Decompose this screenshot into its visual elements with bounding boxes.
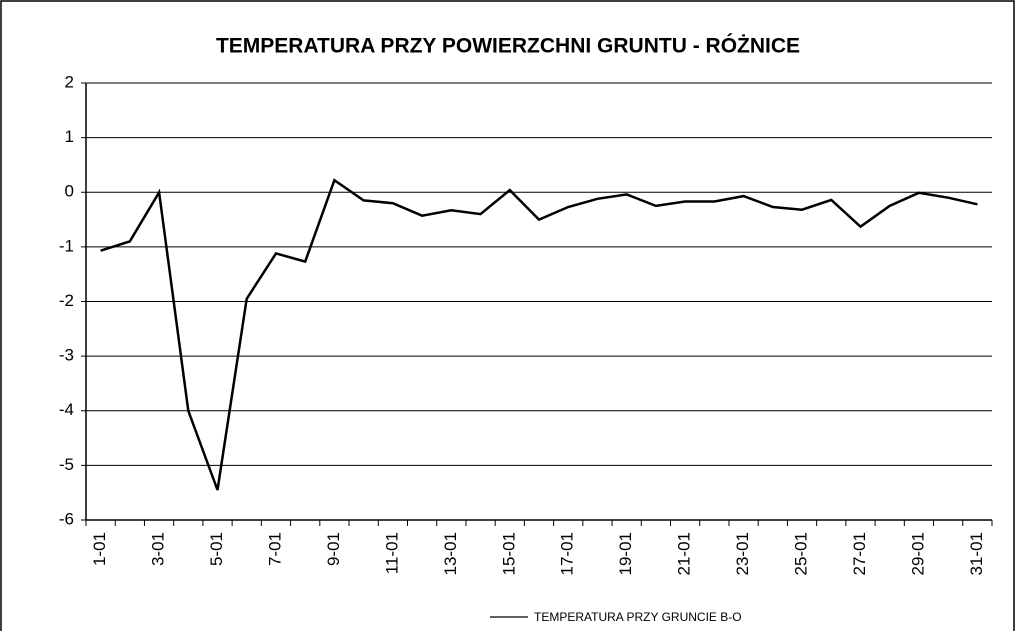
- y-tick-label: 2: [65, 72, 74, 91]
- x-tick-label: 3-01: [149, 532, 168, 566]
- y-tick-label: -5: [59, 455, 74, 474]
- data-line: [100, 178, 978, 491]
- y-tick-label: -1: [59, 236, 74, 255]
- x-tick-label: 31-01: [967, 532, 986, 575]
- legend-label: TEMPERATURA PRZY GRUNCIE B-O: [534, 610, 742, 624]
- x-tick-label: 23-01: [733, 532, 752, 575]
- x-tick-label: 17-01: [558, 532, 577, 575]
- y-tick-label: -6: [59, 509, 74, 528]
- x-tick-label: 15-01: [499, 532, 518, 575]
- x-tick-label: 1-01: [90, 532, 109, 566]
- chart-title: TEMPERATURA PRZY POWIERZCHNI GRUNTU - RÓ…: [216, 34, 800, 58]
- x-tick-label: 7-01: [265, 532, 284, 566]
- x-tick-label: 25-01: [792, 532, 811, 575]
- x-tick-label: 9-01: [324, 532, 343, 566]
- y-tick-label: 1: [65, 127, 74, 146]
- y-tick-label: -4: [59, 400, 74, 419]
- y-tick-label: 0: [65, 182, 74, 201]
- x-tick-label: 29-01: [908, 532, 927, 575]
- y-tick-label: -3: [59, 346, 74, 365]
- y-tick-label: -2: [59, 291, 74, 310]
- x-tick-label: 5-01: [207, 532, 226, 566]
- x-tick-label: 11-01: [382, 532, 401, 574]
- x-tick-label: 27-01: [850, 532, 869, 575]
- x-tick-label: 19-01: [616, 532, 635, 575]
- x-tick-label: 21-01: [675, 532, 694, 575]
- x-tick-label: 13-01: [441, 532, 460, 575]
